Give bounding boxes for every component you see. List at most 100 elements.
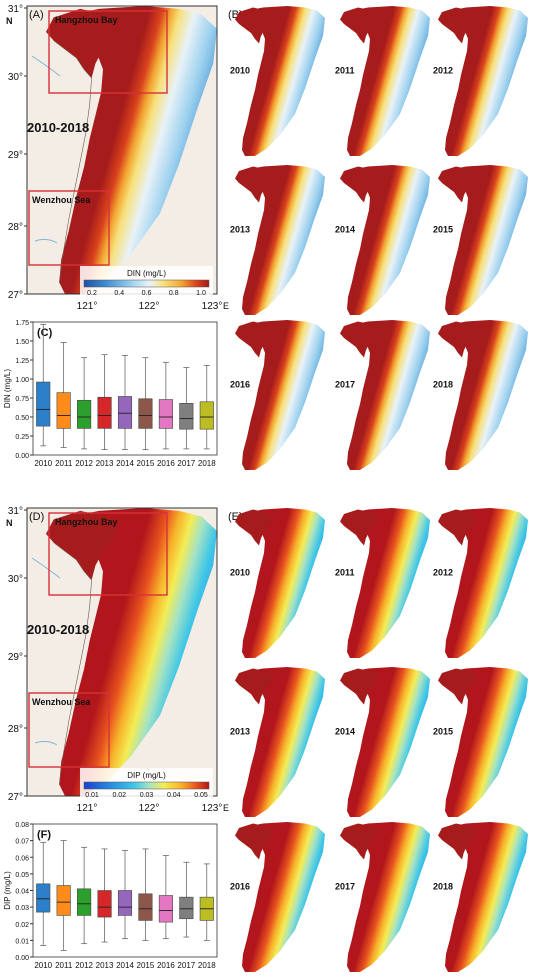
east-label: E	[223, 301, 229, 311]
year-map-2012: 2012	[433, 6, 528, 156]
box-2010	[36, 883, 51, 913]
x-tick-label: 2012	[75, 961, 93, 970]
colorbar-tick-label: 0.2	[87, 290, 97, 297]
hangzhou-bay-box	[48, 10, 168, 94]
y-tick-label: 1.00	[15, 377, 29, 384]
lon-tick-label: 121°	[77, 803, 98, 814]
y-tick-label: 1.50	[15, 339, 29, 346]
year-label: 2014	[335, 225, 355, 235]
boxplot-panel-label: (F)	[37, 829, 51, 841]
year-label: 2012	[433, 568, 453, 578]
colorbar-tick-label: 0.6	[142, 290, 152, 297]
y-tick-label: 1.25	[15, 358, 29, 365]
y-tick-label: 0.75	[15, 396, 29, 403]
year-label: 2011	[335, 66, 355, 76]
y-tick-label: 0.25	[15, 434, 29, 441]
year-label: 2013	[230, 225, 250, 235]
year-map-2015: 2015	[433, 165, 528, 315]
year-map-2014: 2014	[335, 667, 430, 817]
box-2013	[97, 396, 112, 429]
lat-tick-label: 28°	[8, 724, 23, 735]
box-2017	[179, 403, 194, 430]
year-sea	[235, 6, 325, 156]
wenzhou-sea-box	[28, 190, 110, 266]
year-label: 2016	[230, 882, 250, 892]
region-label-south: Wenzhou Sea	[32, 697, 91, 707]
x-tick-label: 2015	[137, 961, 155, 970]
lon-tick-label: 123°	[202, 803, 223, 814]
coastline	[54, 543, 92, 785]
colorbar-tick-label: 0.4	[114, 290, 124, 297]
year-label: 2010	[230, 66, 250, 76]
hangzhou-bay-box	[48, 512, 168, 596]
year-map-2017: 2017	[335, 822, 430, 972]
year-label: 2012	[433, 66, 453, 76]
y-tick-label: 0.05	[15, 872, 29, 879]
year-sea	[438, 822, 528, 972]
year-map-2018: 2018	[433, 320, 528, 470]
box-2014	[117, 396, 133, 429]
year-map-2018: 2018	[433, 822, 528, 972]
x-tick-label: 2014	[116, 961, 134, 970]
year-map-2010: 2010	[230, 508, 325, 658]
year-label: 2016	[230, 380, 250, 390]
x-tick-label: 2017	[177, 961, 195, 970]
year-sea	[235, 822, 325, 972]
year-map-2012: 2012	[433, 508, 528, 658]
region-label-north: Hangzhou Bay	[55, 517, 118, 527]
box-2011	[56, 885, 71, 916]
year-sea	[438, 508, 528, 658]
x-tick-label: 2016	[157, 459, 175, 468]
colorbar-tick-label: 0.01	[85, 792, 99, 799]
y-tick-label: 0.00	[15, 955, 29, 962]
year-sea	[438, 6, 528, 156]
colorbar-tick-label: 0.8	[169, 290, 179, 297]
box-2012	[77, 399, 92, 429]
box-2010	[36, 381, 51, 427]
period-label: 2010-2018	[27, 120, 89, 135]
east-label: E	[223, 803, 229, 813]
boxplot: (C) 0.00 0.25 0.50 0.75 1.00 1.25 1.50 1.75 DIN (…	[3, 320, 218, 468]
year-map-2015: 2015	[433, 667, 528, 817]
region-label-north: Hangzhou Bay	[55, 15, 118, 25]
lat-tick-label: 31°	[8, 506, 23, 517]
year-label: 2018	[433, 882, 453, 892]
period-label: 2010-2018	[27, 622, 89, 637]
x-tick-label: 2017	[177, 459, 195, 468]
x-tick-label: 2013	[96, 459, 114, 468]
y-tick-label: 0.07	[15, 839, 29, 846]
box-2017	[179, 896, 194, 920]
year-map-2011: 2011	[335, 6, 430, 156]
lat-tick-label: 27°	[8, 792, 23, 803]
north-label: N	[6, 518, 13, 528]
lat-tick-label: 30°	[8, 574, 23, 585]
x-tick-label: 2015	[137, 459, 155, 468]
region-label-south: Wenzhou Sea	[32, 195, 91, 205]
lat-tick-label: 31°	[8, 4, 23, 15]
lon-tick-label: 122°	[139, 301, 160, 312]
year-sea	[235, 165, 325, 315]
boxplot-frame	[32, 321, 218, 456]
river-line	[31, 557, 61, 746]
box-2016	[158, 895, 173, 923]
boxplot: (F) 0.00 0.01 0.02 0.03 0.04 0.05 0.06 0.07 0.08 D…	[3, 822, 218, 970]
y-tick-label: 1.75	[15, 320, 29, 327]
lon-tick-label: 122°	[139, 803, 160, 814]
year-map-2010: 2010	[230, 6, 325, 156]
year-label: 2017	[335, 882, 355, 892]
boxplot-panel-label: (C)	[37, 327, 53, 339]
bottom-section: Hangzhou Bay Wenzhou Sea (D) 2010-2018 31° 30…	[3, 506, 528, 972]
year-map-2013: 2013	[230, 667, 325, 817]
year-sea	[340, 320, 430, 470]
colorbar-tick-label: 0.04	[167, 792, 181, 799]
box-2015	[138, 893, 153, 921]
year-label: 2011	[335, 568, 355, 578]
box-2013	[97, 890, 112, 918]
lat-tick-label: 30°	[8, 72, 23, 83]
box-2012	[77, 888, 92, 916]
y-tick-label: 0.00	[15, 453, 29, 460]
lat-tick-label: 28°	[8, 222, 23, 233]
year-map-2011: 2011	[335, 508, 430, 658]
year-map-2016: 2016	[230, 320, 325, 470]
